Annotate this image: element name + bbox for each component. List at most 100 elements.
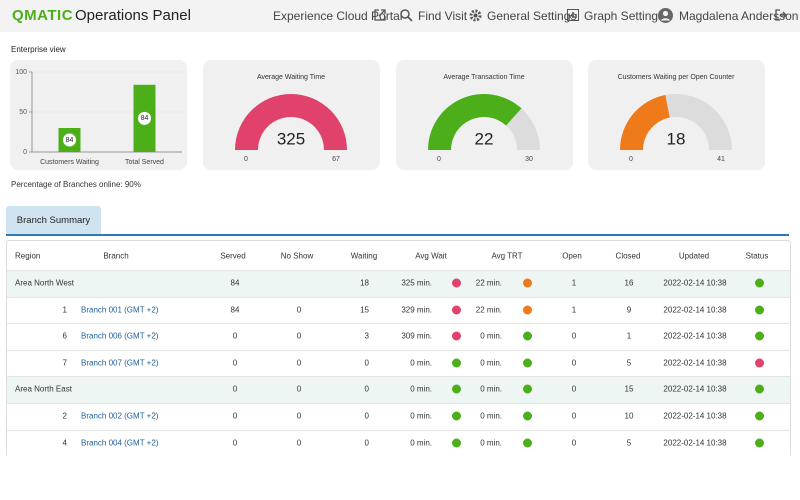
logo[interactable]: QMATIC [12, 7, 74, 24]
bar-label-bg [138, 111, 151, 125]
status-dot [755, 384, 764, 394]
table-cell: 0 min. [410, 358, 432, 368]
table-cell: 0 min. [410, 384, 432, 394]
nav-link[interactable]: Graph Settings [584, 9, 665, 23]
table-cell: 0 [232, 384, 238, 394]
table-cell: 84 [230, 305, 240, 315]
table-cell: 2022-02-14 10:38 [663, 438, 727, 448]
status-dot [523, 331, 532, 341]
table-cell: 0 [296, 411, 302, 421]
column-header: Status [745, 251, 769, 261]
gauge-value [428, 94, 522, 150]
gauge-max: 41 [717, 156, 725, 163]
status-dot [523, 358, 532, 368]
column-header: No Show [280, 251, 314, 261]
status-dot [755, 278, 764, 288]
table-cell: 0 min. [480, 331, 502, 341]
table-cell: 10 [624, 411, 634, 421]
status-dot [452, 411, 461, 421]
table-cell: 0 [232, 411, 238, 421]
table-cell: 0 [571, 438, 577, 448]
gauge-max: 30 [525, 156, 533, 163]
table-cell: 0 [364, 358, 369, 368]
table-cell: 0 min. [480, 384, 502, 394]
tab-underline [6, 234, 789, 236]
y-tick-label: 0 [23, 149, 27, 156]
branch-link[interactable]: Branch 004 (GMT +2) [81, 438, 159, 448]
y-tick-label: 100 [15, 69, 27, 76]
app-title: Operations Panel [75, 7, 191, 24]
column-header: Open [562, 251, 582, 261]
table-cell: 1 [571, 278, 577, 288]
table-cell: 2022-02-14 10:38 [663, 384, 727, 394]
status-dot [755, 358, 764, 368]
column-header: Closed [615, 251, 641, 261]
status-dot [755, 411, 764, 421]
branch-link[interactable]: Branch 001 (GMT +2) [81, 305, 159, 315]
table-row [7, 376, 790, 404]
gauge-max: 67 [332, 156, 340, 163]
column-header: Avg Wait [415, 251, 447, 261]
status-dot [452, 305, 461, 315]
gauge-min: 0 [437, 156, 441, 163]
y-tick-label: 50 [19, 109, 27, 116]
tab[interactable]: Branch Summary [6, 206, 101, 235]
nav-link[interactable]: General Settings [487, 9, 577, 23]
table-row [7, 323, 790, 351]
branch-link[interactable]: Branch 007 (GMT +2) [81, 358, 159, 368]
table-cell: 0 min. [410, 438, 432, 448]
table-cell: 2022-02-14 10:38 [663, 305, 727, 315]
table-row [7, 429, 790, 457]
table-cell: 7 [62, 358, 67, 368]
status-dot [523, 305, 532, 315]
column-header: Waiting [350, 251, 378, 261]
column-header: Served [220, 251, 246, 261]
gauge-value-label: 325 [277, 129, 305, 148]
logout-icon[interactable] [775, 9, 787, 21]
table-cell: 0 min. [480, 358, 502, 368]
icon [567, 9, 579, 21]
status-dot [452, 331, 461, 341]
status-dot [452, 438, 461, 448]
table-cell: 0 [364, 438, 369, 448]
gauge-title: Customers Waiting per Open Counter [618, 74, 736, 81]
table-cell: 5 [626, 358, 632, 368]
table-cell: 1 [571, 305, 577, 315]
status-dot [755, 438, 764, 448]
table-cell: 84 [230, 278, 240, 288]
gauge-title: Average Transaction Time [443, 74, 524, 81]
table-cell: 0 [296, 331, 302, 341]
table-cell: 325 min. [401, 278, 432, 288]
table-cell: 5 [626, 438, 632, 448]
icon [469, 9, 482, 22]
bar-label: 84 [66, 137, 74, 144]
x-tick-label: Total Served [125, 159, 164, 166]
table-cell: 0 min. [410, 411, 432, 421]
user-name[interactable]: Magdalena Andersson [679, 9, 799, 23]
table-cell: 0 [232, 358, 238, 368]
column-header: Region [15, 251, 41, 261]
branch-link[interactable]: Branch 006 (GMT +2) [81, 331, 159, 341]
nav-link[interactable]: Experience Cloud Portal [273, 9, 403, 23]
table-cell: 15 [360, 305, 369, 315]
bar-label-bg [63, 133, 76, 147]
x-tick-label: Customers Waiting [40, 159, 99, 166]
table-cell: 0 [571, 331, 577, 341]
avatar [658, 8, 673, 23]
table-cell: Area North West [15, 278, 74, 288]
table-cell: 0 [571, 358, 577, 368]
branch-link[interactable]: Branch 002 (GMT +2) [81, 411, 159, 421]
table-cell: 0 [296, 305, 302, 315]
table-row [7, 349, 790, 377]
table-cell: 4 [62, 438, 67, 448]
status-dot [755, 331, 764, 341]
table-cell: 2022-02-14 10:38 [663, 411, 727, 421]
gauge-min: 0 [629, 156, 633, 163]
table-cell: 0 [571, 384, 577, 394]
nav-link[interactable]: Find Visit [418, 9, 468, 23]
status-dot [523, 384, 532, 394]
gauge-title: Average Waiting Time [257, 74, 325, 81]
table-cell: 0 [364, 411, 369, 421]
table-cell: 0 [232, 438, 238, 448]
gauge-value [235, 94, 347, 150]
